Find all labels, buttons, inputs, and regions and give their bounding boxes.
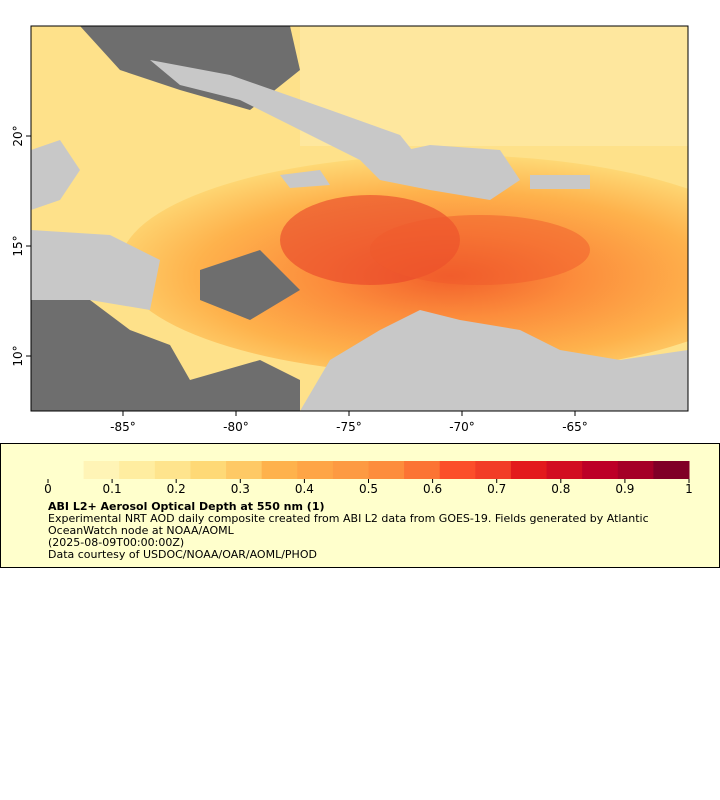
colorbar-swatch <box>226 461 263 479</box>
colorbar-swatch <box>510 461 548 479</box>
colorbar-swatch <box>582 461 619 479</box>
credit: Data courtesy of USDOC/NOAA/OAR/AOML/PHO… <box>48 548 317 561</box>
colorbar-swatch <box>653 461 690 479</box>
time: (2025-08-09T00:00:00Z) <box>48 536 185 549</box>
colorbar-tick-label: 0 <box>44 482 52 496</box>
x-tick-label: -70° <box>449 420 475 434</box>
colorbar-tick-label: 0.6 <box>423 482 442 496</box>
colorbar-swatch <box>261 461 298 479</box>
x-tick-label: -80° <box>223 420 249 434</box>
colorbar-tick-label: 0.9 <box>615 482 634 496</box>
colorbar-swatch <box>546 461 583 479</box>
colorbar-swatch <box>83 461 120 479</box>
title: ABI L2+ Aerosol Optical Depth at 550 nm … <box>48 500 325 513</box>
description: Experimental NRT AOD daily composite cre… <box>48 512 649 537</box>
y-tick-label: 10° <box>11 345 25 366</box>
colorbar-tick-label: 0.7 <box>487 482 506 496</box>
legend: 0 0.1 0.2 0.3 0.4 0.5 0.6 0.7 0.8 0.9 1 ABI L2+ Ae… <box>0 443 720 568</box>
colorbar-swatch <box>297 461 334 479</box>
x-tick-label: -75° <box>336 420 362 434</box>
colorbar-swatch <box>119 461 156 479</box>
colorbar: 0 0.1 0.2 0.3 0.4 0.5 0.6 0.7 0.8 0.9 1 <box>44 461 693 496</box>
colorbar-tick-label: 1 <box>685 482 693 496</box>
colorbar-tick-label: 0.2 <box>167 482 186 496</box>
colorbar-tick-label: 0.3 <box>231 482 250 496</box>
map-field <box>31 26 688 411</box>
colorbar-swatch <box>332 461 369 479</box>
colorbar-swatch <box>48 461 85 479</box>
colorbar-tick-label: 0.4 <box>295 482 314 496</box>
colorbar-swatch <box>617 461 654 479</box>
colorbar-swatch <box>404 461 441 479</box>
map-frame <box>30 25 689 412</box>
colorbar-swatch <box>154 461 191 479</box>
colorbar-swatch <box>439 461 476 479</box>
colorbar-tick-label: 0.8 <box>551 482 570 496</box>
colorbar-swatch <box>190 461 227 479</box>
x-tick-label: -65° <box>562 420 588 434</box>
colorbar-swatch <box>475 461 512 479</box>
colorbar-swatch <box>368 461 405 479</box>
x-tick-label: -85° <box>110 420 136 434</box>
y-tick-label: 15° <box>11 235 25 256</box>
colorbar-tick-label: 0.1 <box>103 482 122 496</box>
colorbar-tick-label: 0.5 <box>359 482 378 496</box>
y-tick-label: 20° <box>11 125 25 146</box>
map: -85° -80° -75° -70° -65° 10° 15° 20° <box>11 25 689 434</box>
